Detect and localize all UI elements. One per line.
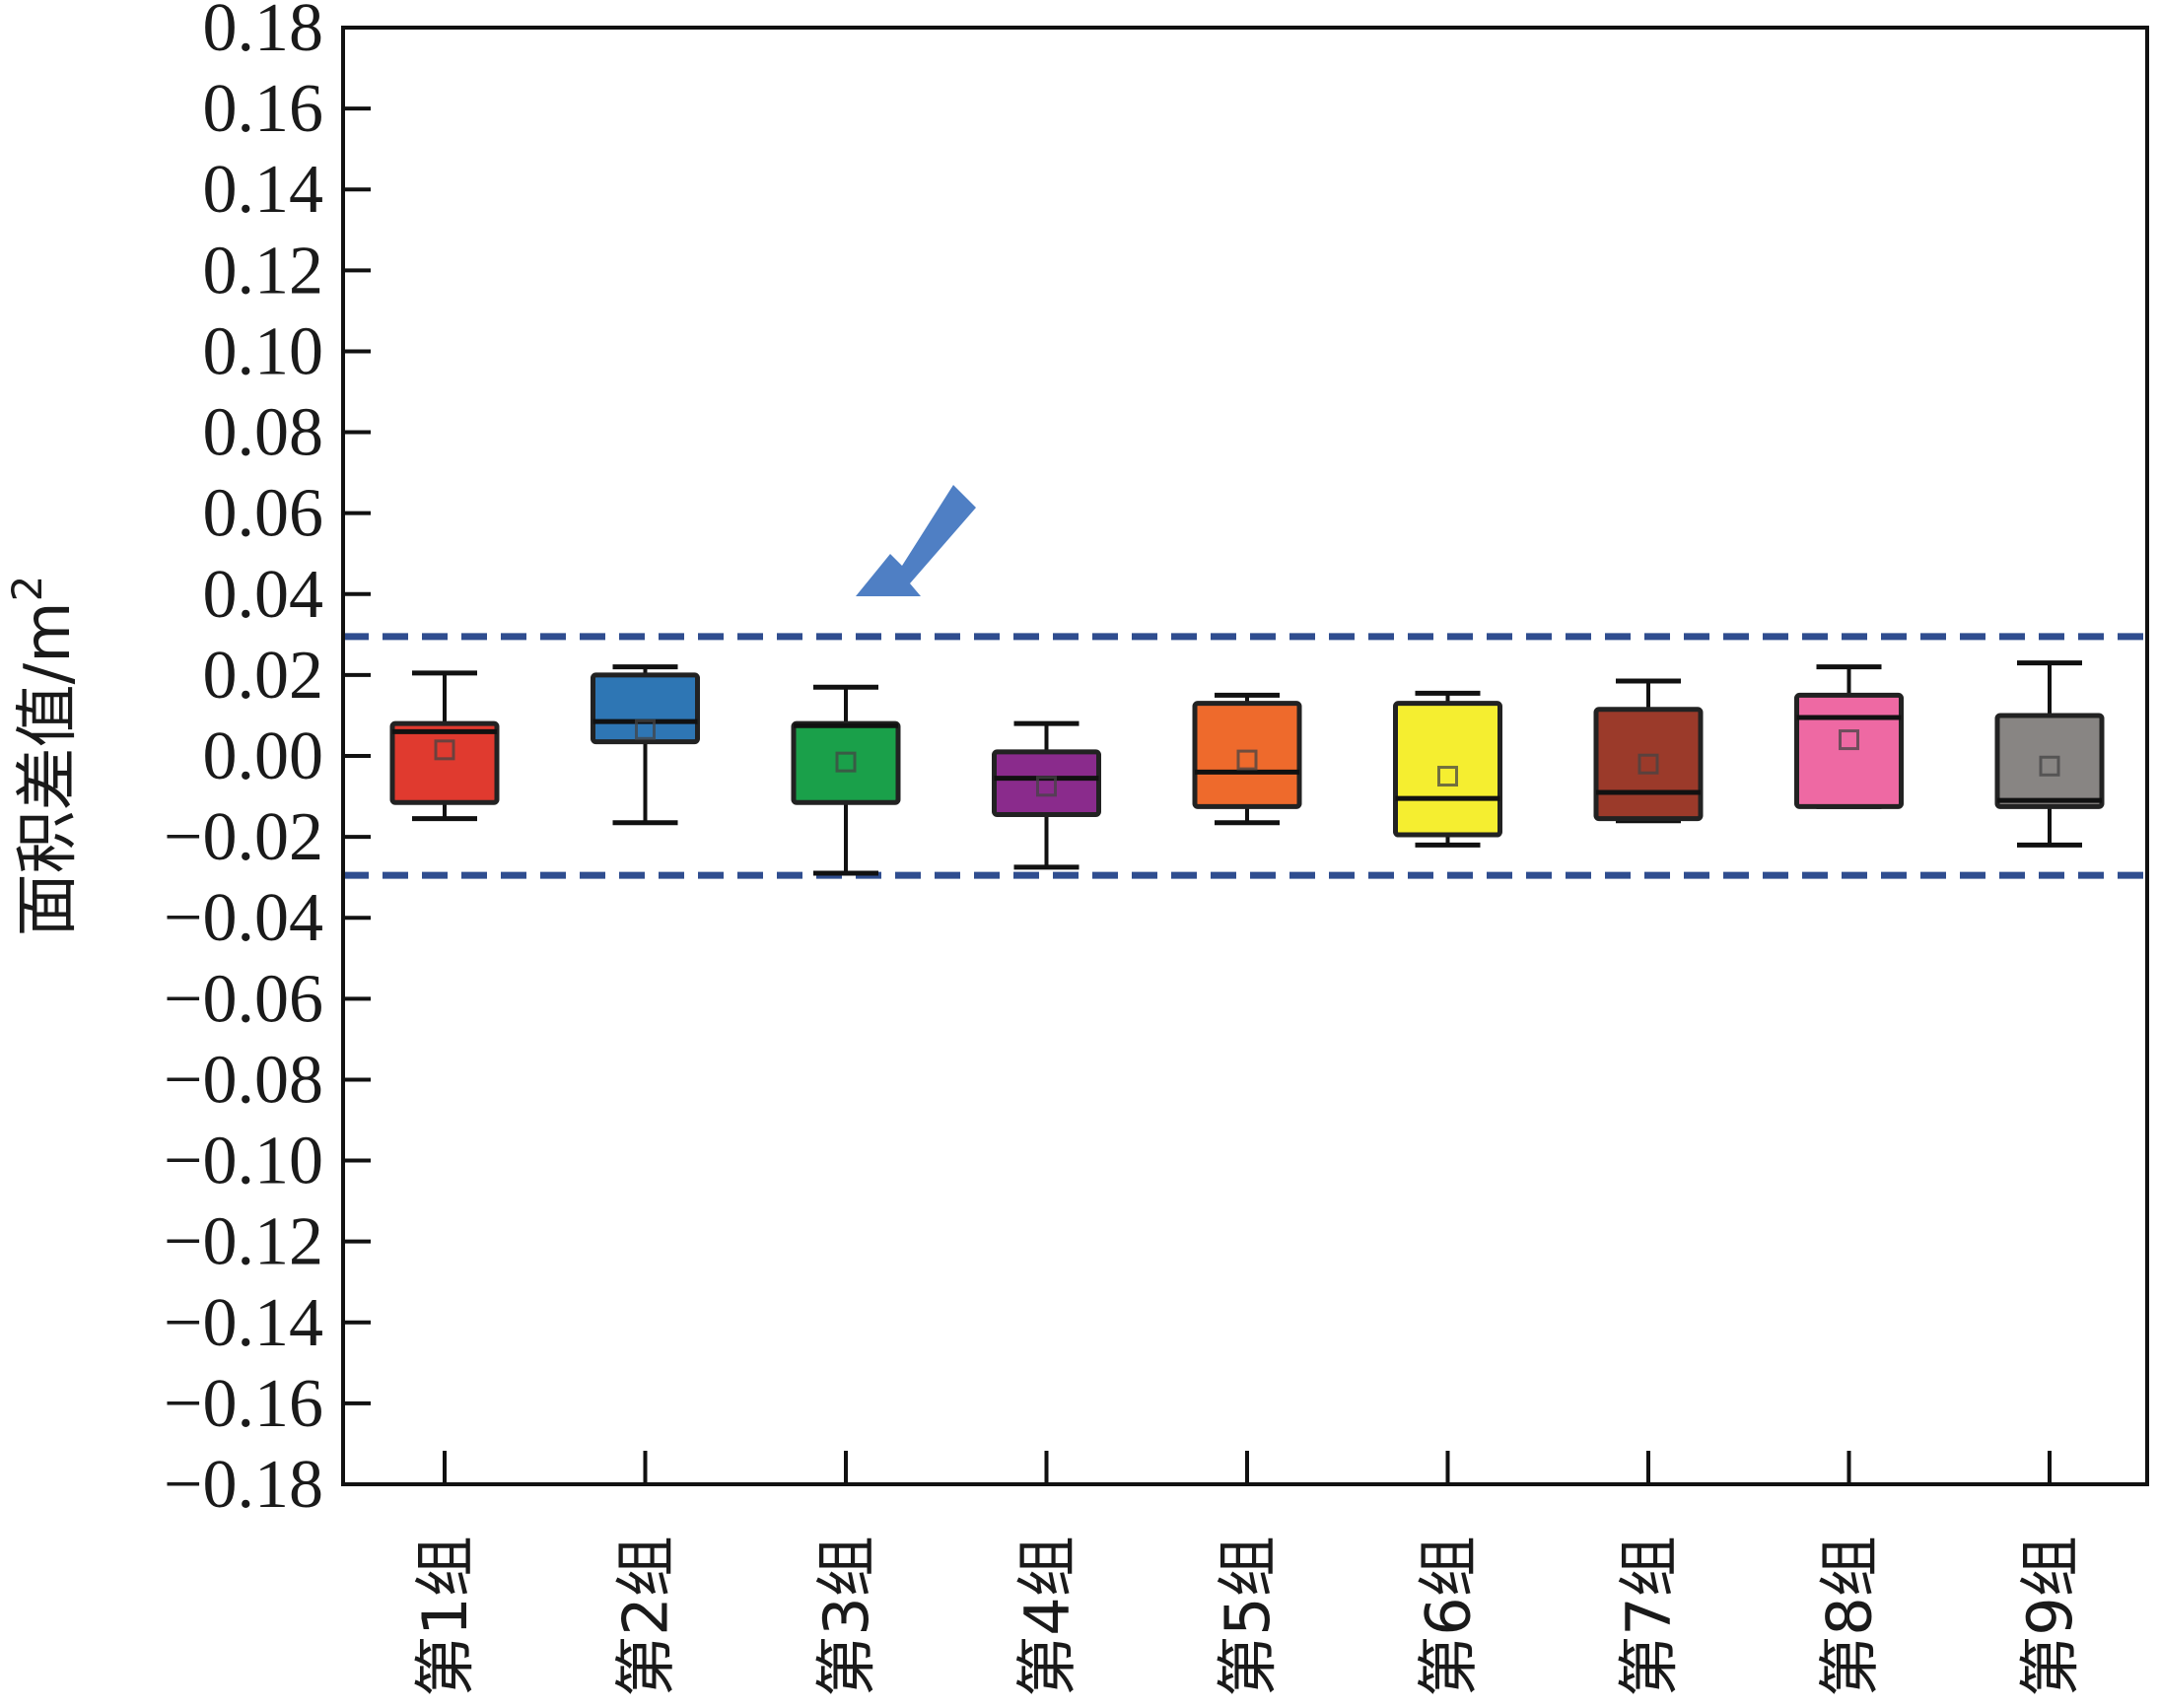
mean-marker	[635, 718, 656, 740]
y-tick-label: 0.02	[203, 638, 324, 714]
box-iqr	[1393, 701, 1502, 838]
box-iqr	[389, 720, 500, 805]
y-tick-label: −0.08	[164, 1042, 323, 1118]
y-tick-label: 0.00	[203, 718, 324, 794]
y-tick-label: −0.16	[164, 1366, 323, 1442]
mean-marker	[434, 739, 455, 761]
x-category-label: 第6组	[1413, 1536, 1485, 1696]
y-axis-title: 面积差值/m2	[3, 576, 85, 937]
x-category-label: 第3组	[810, 1536, 882, 1696]
box-group	[791, 684, 901, 876]
mean-marker	[1036, 776, 1057, 797]
mean-marker	[1236, 749, 1258, 771]
y-axis-title-text: 面积差值/m	[12, 601, 85, 936]
box-group	[1593, 678, 1704, 824]
mean-marker	[2039, 755, 2060, 777]
plot-frame	[341, 26, 2149, 1486]
x-category-label: 第7组	[1613, 1536, 1685, 1696]
y-tick-label: 0.04	[203, 557, 324, 633]
box-group	[591, 664, 700, 826]
x-category-label: 第5组	[1212, 1536, 1284, 1696]
box-group	[992, 720, 1101, 870]
box-iqr	[791, 720, 901, 805]
box-series	[389, 660, 2105, 876]
box-iqr	[1794, 692, 1904, 809]
x-category-label: 第2组	[610, 1536, 682, 1696]
y-tick-label: 0.12	[203, 233, 324, 308]
y-tick-label: −0.02	[164, 799, 323, 875]
mean-marker	[1839, 729, 1859, 751]
y-tick-label: −0.10	[164, 1124, 323, 1199]
y-tick-label: 0.08	[203, 395, 324, 471]
x-category-label: 第1组	[409, 1536, 481, 1696]
arrow-annotation	[856, 485, 976, 596]
box-iqr	[591, 672, 700, 745]
box-group	[1794, 664, 1904, 809]
y-tick-label: −0.18	[164, 1447, 323, 1523]
box-iqr	[1593, 707, 1704, 822]
box-iqr	[1192, 701, 1302, 809]
mean-marker	[835, 751, 857, 773]
x-category-label: 第9组	[2014, 1536, 2086, 1696]
box-group	[1393, 690, 1502, 848]
y-tick-label: −0.06	[164, 961, 323, 1037]
x-category-label: 第8组	[1814, 1536, 1886, 1696]
box-group	[389, 670, 500, 822]
box-iqr	[1994, 713, 2105, 809]
y-axis-ticks: 0.180.160.140.120.100.080.060.040.020.00…	[164, 0, 371, 1523]
y-axis-title-superscript: 2	[3, 576, 51, 602]
mean-marker	[1637, 753, 1659, 775]
y-tick-label: 0.06	[203, 476, 324, 552]
reference-lines	[343, 633, 2155, 879]
x-category-label: 第4组	[1011, 1536, 1083, 1696]
box-group	[1994, 660, 2105, 848]
mean-marker	[1437, 766, 1458, 787]
box-group	[1192, 692, 1302, 826]
box-iqr	[992, 749, 1101, 818]
y-tick-label: −0.12	[164, 1204, 323, 1280]
y-tick-label: 0.18	[203, 0, 324, 66]
x-axis-ticks: 第1组 第2组 第3组 第4组 第5组 第6组 第7组 第8组 第9组	[409, 1451, 2086, 1697]
y-tick-label: 0.16	[203, 71, 324, 147]
y-tick-label: −0.04	[164, 880, 323, 956]
y-tick-label: 0.10	[203, 313, 324, 389]
y-tick-label: 0.14	[203, 152, 324, 228]
y-tick-label: −0.14	[164, 1285, 323, 1361]
